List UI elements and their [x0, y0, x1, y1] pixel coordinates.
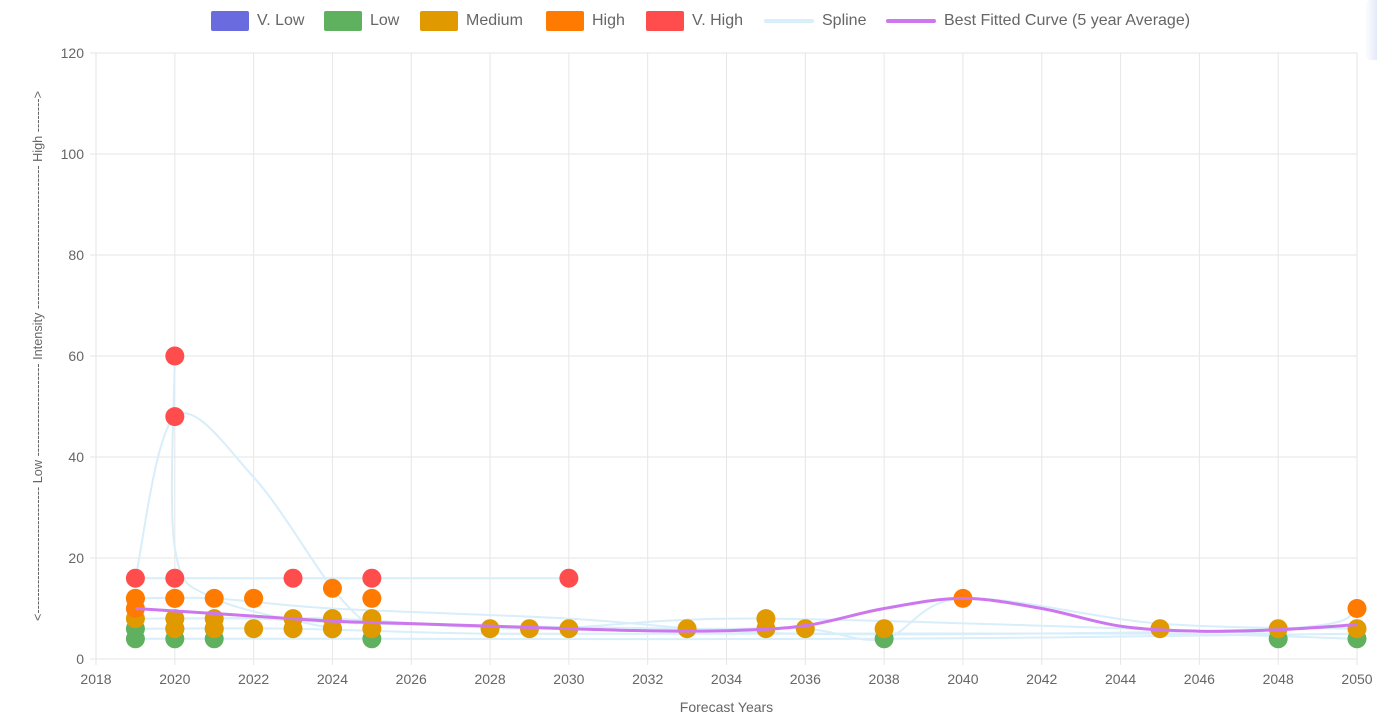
- chart-legend: V. Low Low Medium High V. High Spline Best Fit…: [0, 0, 1377, 42]
- point-medium[interactable]: [165, 609, 185, 629]
- grid-lines: [90, 52, 1358, 665]
- x-tick-label: 2020: [159, 671, 190, 687]
- point-vhigh[interactable]: [165, 407, 185, 427]
- point-high[interactable]: [244, 588, 264, 608]
- legend-item-spline[interactable]: Spline: [764, 10, 866, 32]
- legend-label: Low: [370, 12, 400, 29]
- point-medium[interactable]: [480, 619, 500, 639]
- y-tick-label: 20: [68, 550, 84, 566]
- point-medium[interactable]: [795, 619, 815, 639]
- point-vhigh[interactable]: [165, 568, 185, 588]
- point-medium[interactable]: [756, 609, 776, 629]
- legend-label: Best Fitted Curve (5 year Average): [944, 12, 1191, 29]
- y-tick-label: 40: [68, 449, 84, 465]
- point-high[interactable]: [322, 578, 342, 598]
- legend-label: V. High: [692, 12, 743, 29]
- y-tick-label: 120: [61, 45, 85, 61]
- point-medium[interactable]: [362, 609, 382, 629]
- legend-swatch: [420, 11, 458, 31]
- y-tick-label: 60: [68, 348, 84, 364]
- legend-swatch: [886, 19, 936, 23]
- x-tick-label: 2030: [553, 671, 584, 687]
- x-tick-label: 2050: [1341, 671, 1372, 687]
- scroll-edge: [1365, 0, 1377, 60]
- x-tick-label: 2046: [1184, 671, 1215, 687]
- point-vhigh[interactable]: [125, 568, 145, 588]
- point-high[interactable]: [125, 588, 145, 608]
- point-medium[interactable]: [322, 609, 342, 629]
- x-tick-label: 2026: [396, 671, 427, 687]
- legend-item-vlow[interactable]: V. Low: [211, 10, 304, 32]
- spline-line: [170, 355, 333, 630]
- legend-label: Spline: [822, 12, 867, 29]
- legend-swatch: [764, 19, 814, 23]
- legend-swatch: [646, 11, 684, 31]
- x-tick-label: 2024: [317, 671, 348, 687]
- x-tick-label: 2034: [711, 671, 742, 687]
- legend-swatch: [211, 11, 249, 31]
- point-medium[interactable]: [874, 619, 894, 639]
- legend-label: V. Low: [257, 12, 305, 29]
- legend-item-low[interactable]: Low: [324, 10, 399, 32]
- x-tick-label: 2028: [474, 671, 505, 687]
- x-axis-title: Forecast Years: [680, 699, 773, 715]
- point-medium[interactable]: [1347, 619, 1367, 639]
- y-tick-label: 80: [68, 247, 84, 263]
- spline-lines: [134, 355, 1358, 641]
- legend-swatch: [324, 11, 362, 31]
- x-tick-label: 2022: [238, 671, 269, 687]
- spline-line: [174, 616, 1279, 635]
- legend-item-high[interactable]: High: [546, 10, 625, 32]
- point-high[interactable]: [362, 588, 382, 608]
- point-vhigh[interactable]: [559, 568, 579, 588]
- x-tick-label: 2018: [80, 671, 111, 687]
- x-tick-label: 2040: [947, 671, 978, 687]
- point-vhigh[interactable]: [283, 568, 303, 588]
- legend-item-medium[interactable]: Medium: [420, 10, 523, 32]
- point-vhigh[interactable]: [362, 568, 382, 588]
- tick-labels: 2018 2020 2022 2024 2026 2028 2030 2032 2034 2036…: [61, 45, 1373, 687]
- x-tick-label: 2042: [1026, 671, 1057, 687]
- best-fit-curve: [135, 596, 1358, 633]
- spline-line: [135, 632, 1358, 641]
- point-high[interactable]: [1347, 599, 1367, 618]
- legend-swatch: [546, 11, 584, 31]
- legend-item-vhigh[interactable]: V. High: [646, 10, 743, 32]
- y-tick-label: 0: [76, 651, 84, 667]
- point-high[interactable]: [204, 588, 224, 608]
- legend-label: Medium: [466, 12, 523, 29]
- point-medium[interactable]: [677, 619, 697, 639]
- x-tick-label: 2038: [869, 671, 900, 687]
- data-points: [125, 346, 1367, 649]
- legend-label: High: [592, 12, 625, 29]
- x-tick-label: 2048: [1263, 671, 1294, 687]
- y-tick-label: 100: [61, 146, 85, 162]
- x-tick-label: 2044: [1105, 671, 1136, 687]
- x-tick-label: 2032: [632, 671, 663, 687]
- legend-item-fit[interactable]: Best Fitted Curve (5 year Average): [886, 10, 1190, 32]
- x-tick-label: 2036: [790, 671, 821, 687]
- point-medium[interactable]: [244, 619, 264, 639]
- point-vhigh[interactable]: [165, 346, 185, 366]
- point-high[interactable]: [165, 588, 185, 608]
- y-axis-title: <------------------------------ Low ----…: [30, 91, 45, 621]
